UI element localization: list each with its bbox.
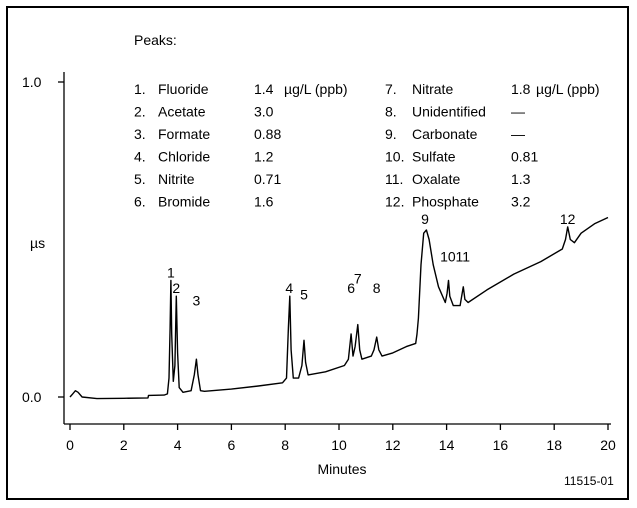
peak-number: 10. xyxy=(385,149,404,165)
peak-value: — xyxy=(511,126,525,142)
x-tick-label: 10 xyxy=(331,437,347,453)
x-tick-label: 2 xyxy=(120,437,128,453)
peak-entry: 6. Bromide 1.6 xyxy=(134,194,274,210)
peak-label: 8 xyxy=(373,280,381,296)
peak-value: 3.2 xyxy=(511,194,531,210)
peak-unit: µg/L (ppb) xyxy=(284,81,348,97)
x-tick-label: 0 xyxy=(66,437,74,453)
peak-label: 3 xyxy=(193,293,201,309)
peak-name: Acetate xyxy=(158,104,206,120)
peak-entry: 2. Acetate 3.0 xyxy=(134,104,274,120)
chart-frame xyxy=(6,6,629,500)
peak-value: 0.71 xyxy=(254,171,281,187)
y-tick-label: 1.0 xyxy=(22,74,42,90)
peak-entry: 11. Oxalate 1.3 xyxy=(385,171,531,187)
peak-label: 1 xyxy=(167,264,175,280)
peak-value: 1.2 xyxy=(254,149,274,165)
peak-label: 7 xyxy=(354,271,362,287)
x-tick-label: 20 xyxy=(600,437,616,453)
peak-name: Phosphate xyxy=(412,194,479,210)
peaks-table: Peaks: 1. Fluoride 1.4 µg/L (ppb) 2. Acetate 3… xyxy=(134,32,600,210)
peak-entry: 4. Chloride 1.2 xyxy=(134,149,274,165)
peak-entry: 8. Unidentified — xyxy=(385,104,525,120)
peak-entry: 10. Sulfate 0.81 xyxy=(385,149,538,165)
peak-entry: 5. Nitrite 0.71 xyxy=(134,171,281,187)
peak-number: 6. xyxy=(134,194,146,210)
peak-entry: 9. Carbonate — xyxy=(385,126,525,142)
peak-label: 4 xyxy=(285,280,293,296)
axes xyxy=(63,72,611,425)
x-tick-label: 8 xyxy=(281,437,289,453)
peak-number: 2. xyxy=(134,104,146,120)
peak-name: Fluoride xyxy=(158,81,209,97)
peak-value: 0.81 xyxy=(511,149,538,165)
peak-name: Bromide xyxy=(158,194,210,210)
chromatogram-trace xyxy=(69,216,609,400)
peak-name: Chloride xyxy=(158,149,210,165)
peak-number: 5. xyxy=(134,171,146,187)
peak-name: Oxalate xyxy=(412,171,460,187)
x-ticks: 0 2 4 6 8 10 12 14 16 18 20 xyxy=(66,424,616,453)
peak-label: 9 xyxy=(421,211,429,227)
x-tick-label: 12 xyxy=(385,437,401,453)
y-ticks: 0.0 1.0 xyxy=(22,74,64,405)
peak-label: 2 xyxy=(172,280,180,296)
x-tick-label: 4 xyxy=(174,437,182,453)
peak-value: 1.8 xyxy=(511,81,531,97)
peak-label: 11 xyxy=(455,249,470,265)
peak-value: 1.6 xyxy=(254,194,274,210)
peak-entry: 1. Fluoride 1.4 µg/L (ppb) xyxy=(134,81,348,97)
peak-value: 1.4 xyxy=(254,81,274,97)
peak-value: 3.0 xyxy=(254,104,274,120)
peak-name: Unidentified xyxy=(412,104,486,120)
x-tick-label: 14 xyxy=(439,437,455,453)
peak-value: 0.88 xyxy=(254,126,281,142)
figure-id: 11515-01 xyxy=(564,474,614,488)
peaks-title: Peaks: xyxy=(134,32,177,48)
peak-label: 5 xyxy=(300,286,308,302)
peak-name: Nitrate xyxy=(412,81,453,97)
x-tick-label: 16 xyxy=(493,437,509,453)
peak-name: Formate xyxy=(158,126,210,142)
peak-name: Carbonate xyxy=(412,126,478,142)
peak-number: 7. xyxy=(385,81,397,97)
peak-label: 6 xyxy=(347,280,355,296)
peak-value: — xyxy=(511,104,525,120)
peak-label: 12 xyxy=(560,211,576,227)
peak-unit: µg/L (ppb) xyxy=(536,81,600,97)
y-tick-label: 0.0 xyxy=(22,389,42,405)
x-tick-label: 6 xyxy=(228,437,236,453)
peak-name: Nitrite xyxy=(158,171,195,187)
peak-number: 11. xyxy=(385,171,403,187)
peak-number: 9. xyxy=(385,126,397,142)
peak-value: 1.3 xyxy=(511,171,531,187)
peak-number: 3. xyxy=(134,126,146,142)
peak-number: 1. xyxy=(134,81,146,97)
y-axis-title: µs xyxy=(30,235,45,251)
x-tick-label: 18 xyxy=(546,437,562,453)
peak-name: Sulfate xyxy=(412,149,456,165)
peak-entry: 7. Nitrate 1.8 µg/L (ppb) xyxy=(385,81,600,97)
peak-label: 10 xyxy=(440,249,456,265)
peak-number: 4. xyxy=(134,149,146,165)
peak-number: 12. xyxy=(385,194,404,210)
x-axis-title: Minutes xyxy=(317,461,366,477)
peak-number: 8. xyxy=(385,104,397,120)
peak-entry: 3. Formate 0.88 xyxy=(134,126,281,142)
peak-entry: 12. Phosphate 3.2 xyxy=(385,194,531,210)
